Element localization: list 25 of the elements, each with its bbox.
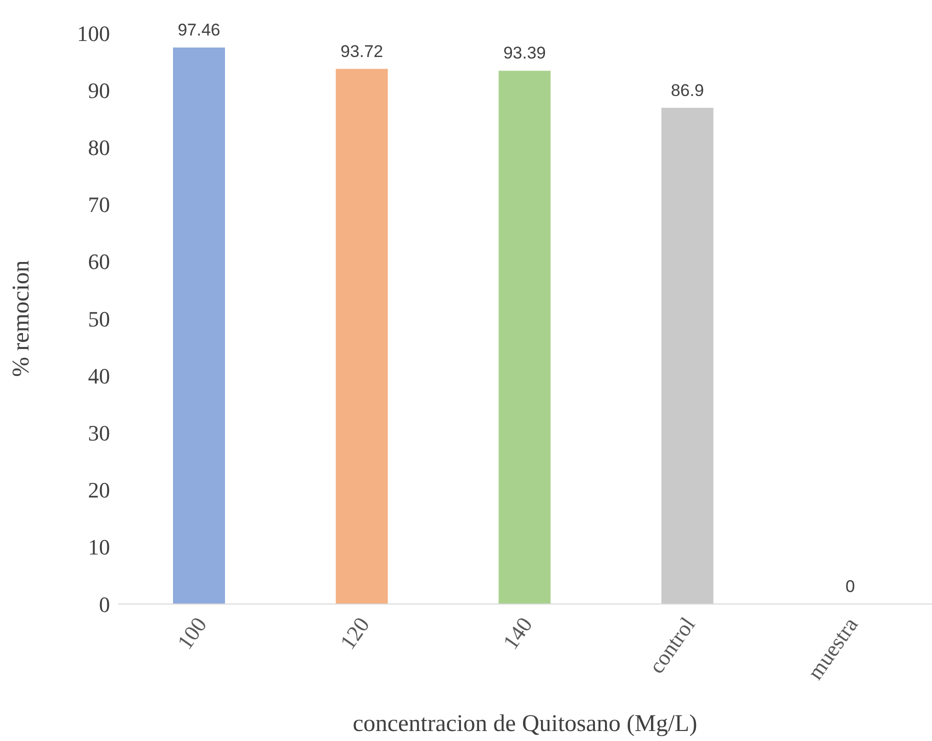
data-label: 93.72 (340, 42, 384, 61)
y-tick-label: 30 (88, 420, 110, 446)
x-axis-title: concentracion de Quitosano (Mg/L) (352, 711, 698, 737)
bar (661, 108, 714, 604)
y-tick-label: 70 (88, 192, 110, 218)
bar (336, 68, 388, 604)
y-tick-label: 60 (88, 249, 110, 274)
data-label: 0 (845, 577, 855, 596)
x-tick-label: 120 (334, 612, 374, 654)
y-tick-label: 40 (88, 363, 110, 388)
y-tick-label: 10 (88, 534, 110, 560)
x-tick-label: 100 (172, 612, 212, 654)
bar (498, 70, 551, 604)
y-tick-label: 20 (88, 478, 110, 503)
y-tick-label: 50 (88, 306, 110, 332)
bar (173, 48, 225, 604)
y-tick-label: 100 (77, 20, 110, 46)
y-axis-title: % remocion (8, 260, 35, 377)
data-label: 86.9 (670, 80, 704, 100)
data-label: 93.39 (503, 44, 546, 63)
y-tick-label: 90 (88, 78, 110, 103)
y-tick-label: 80 (88, 135, 110, 160)
y-tick-label: 0 (99, 592, 110, 617)
x-tick-label: 140 (498, 612, 538, 654)
data-label: 97.46 (178, 20, 220, 40)
